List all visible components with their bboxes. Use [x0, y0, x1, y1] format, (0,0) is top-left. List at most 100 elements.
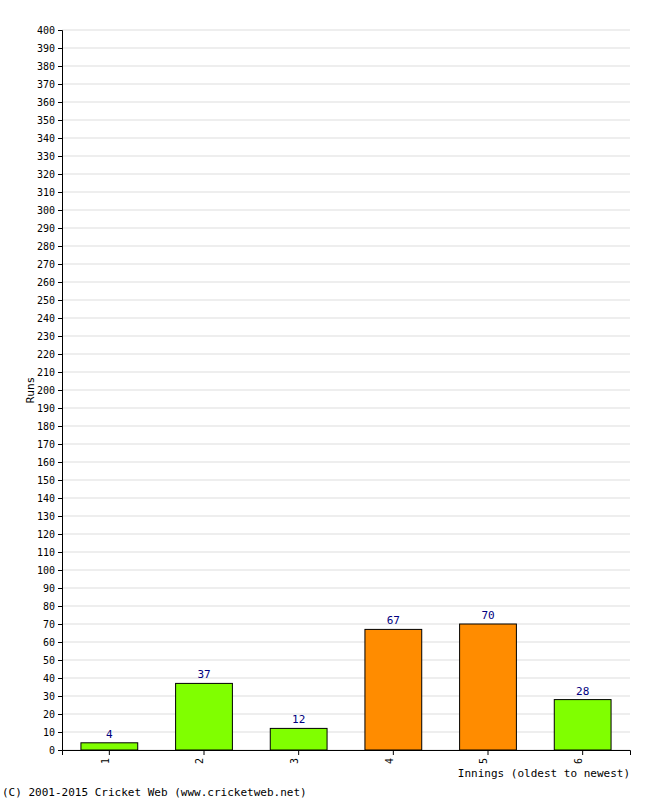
grid-line: [62, 696, 630, 697]
data-label: 70: [481, 609, 494, 622]
y-tick-label: 150: [37, 475, 55, 486]
y-tick-label: 300: [37, 205, 55, 216]
data-label: 28: [576, 685, 589, 698]
y-tick-mark: [58, 750, 62, 751]
x-tick-label: 3: [289, 758, 300, 764]
y-tick: 350: [37, 115, 62, 126]
bar: [270, 728, 327, 750]
y-tick-mark: [58, 30, 62, 31]
y-tick: 170: [37, 439, 62, 450]
y-tick-label: 70: [43, 619, 55, 630]
grid-line: [62, 174, 630, 175]
y-tick-label: 370: [37, 79, 55, 90]
y-tick: 0: [49, 745, 62, 756]
y-axis-title: Runs: [24, 377, 37, 404]
y-tick-mark: [58, 426, 62, 427]
y-tick: 370: [37, 79, 62, 90]
y-tick-label: 250: [37, 295, 55, 306]
y-tick-mark: [58, 138, 62, 139]
y-tick: 220: [37, 349, 62, 360]
y-tick-mark: [58, 480, 62, 481]
grid-line: [62, 30, 630, 31]
grid-line: [62, 66, 630, 67]
y-tick: 140: [37, 493, 62, 504]
grid-line: [62, 192, 630, 193]
y-tick-label: 230: [37, 331, 55, 342]
y-tick: 180: [37, 421, 62, 432]
y-tick-label: 130: [37, 511, 55, 522]
grid-line: [62, 534, 630, 535]
grid-line: [62, 318, 630, 319]
y-tick: 270: [37, 259, 62, 270]
x-tick: 2: [194, 750, 205, 764]
grid-line: [62, 714, 630, 715]
grid-line: [62, 498, 630, 499]
data-label: 37: [197, 668, 210, 681]
y-tick: 230: [37, 331, 62, 342]
y-tick: 300: [37, 205, 62, 216]
bar: [365, 629, 422, 750]
y-tick-mark: [58, 84, 62, 85]
y-tick: 390: [37, 43, 62, 54]
y-tick-mark: [58, 192, 62, 193]
grid-line: [62, 408, 630, 409]
y-tick-label: 180: [37, 421, 55, 432]
y-tick-label: 380: [37, 61, 55, 72]
y-tick-label: 270: [37, 259, 55, 270]
x-tick-mark: [109, 750, 110, 755]
grid-line: [62, 588, 630, 589]
grid-line: [62, 624, 630, 625]
y-tick: 110: [37, 547, 62, 558]
y-tick: 380: [37, 61, 62, 72]
y-tick-label: 330: [37, 151, 55, 162]
y-tick-mark: [58, 390, 62, 391]
y-tick: 50: [43, 655, 62, 666]
y-tick-mark: [58, 228, 62, 229]
y-tick-mark: [58, 408, 62, 409]
y-tick: 160: [37, 457, 62, 468]
y-tick-label: 0: [49, 745, 55, 756]
y-tick: 20: [43, 709, 62, 720]
y-tick-mark: [58, 48, 62, 49]
grid-line: [62, 102, 630, 103]
grid-line: [62, 210, 630, 211]
x-axis-title: Innings (oldest to newest): [458, 767, 630, 780]
x-tick: 3: [289, 750, 300, 764]
y-tick: 80: [43, 601, 62, 612]
bar: [176, 683, 233, 750]
chart: 4371267702801020304050607080901001101201…: [0, 0, 650, 800]
y-tick: 260: [37, 277, 62, 288]
grid-line: [62, 120, 630, 121]
grid-line: [62, 264, 630, 265]
y-tick-label: 400: [37, 25, 55, 36]
y-axis: 0102030405060708090100110120130140150160…: [37, 25, 63, 756]
y-tick: 120: [37, 529, 62, 540]
bar: [460, 624, 517, 750]
grid-line: [62, 300, 630, 301]
y-tick: 330: [37, 151, 62, 162]
y-tick-label: 260: [37, 277, 55, 288]
y-tick-label: 60: [43, 637, 55, 648]
y-tick-label: 290: [37, 223, 55, 234]
x-tick-label: 4: [384, 758, 395, 764]
y-tick: 100: [37, 565, 62, 576]
y-tick: 310: [37, 187, 62, 198]
y-tick-label: 310: [37, 187, 55, 198]
grid-line: [62, 516, 630, 517]
y-tick-mark: [58, 732, 62, 733]
y-tick: 190: [37, 403, 62, 414]
y-tick-label: 90: [43, 583, 55, 594]
y-tick-mark: [58, 624, 62, 625]
y-tick-mark: [58, 498, 62, 499]
x-tick: 5: [478, 750, 489, 764]
y-tick-mark: [58, 264, 62, 265]
x-tick: 1: [100, 750, 111, 764]
y-tick-mark: [58, 336, 62, 337]
y-tick-label: 240: [37, 313, 55, 324]
y-tick: 210: [37, 367, 62, 378]
y-tick: 60: [43, 637, 62, 648]
y-tick-label: 360: [37, 97, 55, 108]
x-tick-mark: [488, 750, 489, 755]
grid-line: [62, 480, 630, 481]
x-tick-mark: [393, 750, 394, 755]
